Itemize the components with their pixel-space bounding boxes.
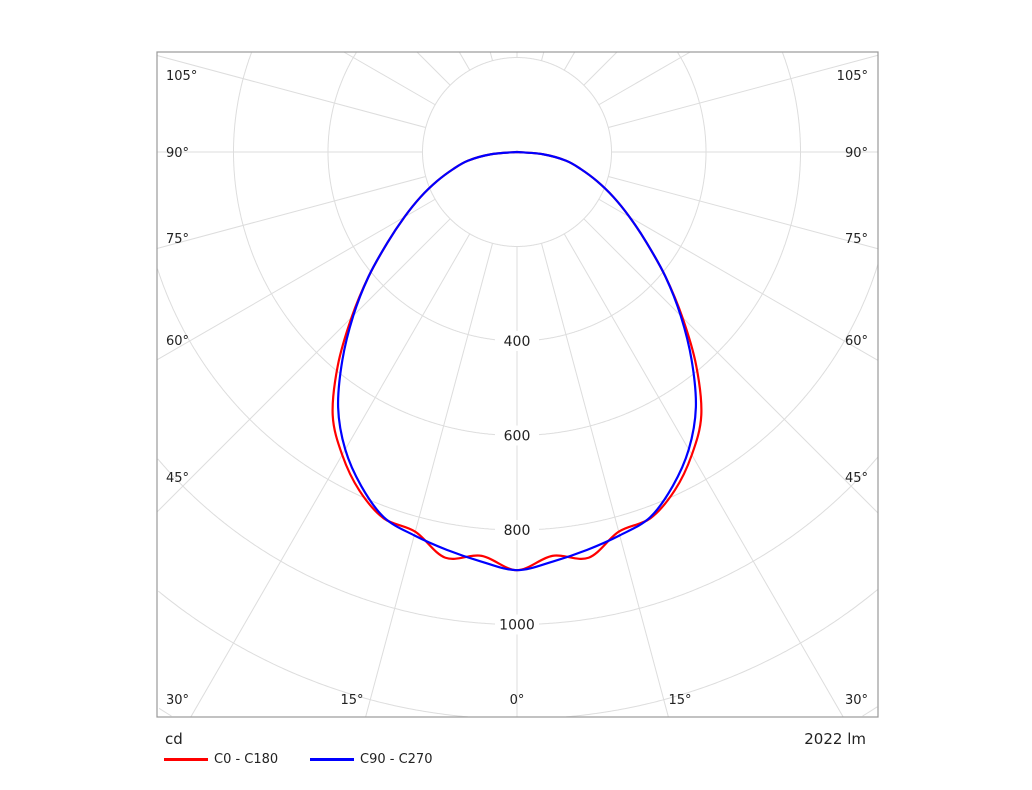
grid-ring — [566, 589, 879, 718]
tick-label-bg — [495, 614, 539, 635]
radial-tick-label: 800 — [504, 523, 531, 539]
grid-radial — [156, 218, 451, 513]
tick-label-bg — [495, 425, 539, 446]
legend-item-c0: C0 - C180 — [164, 752, 278, 767]
angle-label-right: 90° — [845, 146, 868, 161]
grid-ring — [158, 707, 172, 717]
grid-ring — [862, 706, 878, 717]
legend-label: C90 - C270 — [360, 752, 433, 767]
grid-ring — [233, 52, 517, 436]
grid-radial — [540, 243, 669, 718]
angle-label-left: 60° — [166, 334, 189, 349]
grid-radial — [365, 243, 494, 718]
grid-ring — [517, 52, 707, 342]
series-line-c90-c270 — [336, 150, 698, 572]
unit-label: cd — [165, 730, 183, 748]
angle-label-right: 60° — [845, 334, 868, 349]
grid-radial — [190, 233, 471, 718]
grid-ring — [517, 263, 879, 531]
tick-label-bg — [495, 520, 539, 540]
flux-label: 2022 lm — [804, 730, 866, 748]
legend-swatch-red — [164, 758, 208, 761]
grid-ring — [517, 456, 878, 625]
grid-radial — [563, 233, 844, 718]
grid-radial — [563, 51, 576, 71]
grid-radial — [489, 51, 494, 61]
angle-label-left: 45° — [166, 471, 189, 486]
radial-tick-label: 400 — [504, 334, 531, 350]
grid-radial — [458, 51, 471, 71]
grid-radial — [583, 218, 879, 514]
angle-label-right: 30° — [845, 693, 868, 708]
grid-ring — [157, 458, 517, 625]
grid-radial — [156, 175, 426, 249]
grid-radial — [608, 54, 879, 129]
grid-radial — [608, 175, 879, 250]
legend-label: C0 - C180 — [214, 752, 279, 767]
grid-radial — [416, 51, 451, 86]
angle-label-right: 75° — [845, 232, 868, 247]
grid-radial — [598, 51, 691, 106]
grid-ring — [157, 590, 468, 718]
grid-radial — [156, 198, 436, 361]
radial-tick-label: 600 — [504, 429, 531, 445]
angle-label-bottom: 15° — [668, 693, 691, 708]
angle-label-bottom: 15° — [340, 693, 363, 708]
grid-radial — [343, 51, 436, 106]
angle-label-left: 30° — [166, 693, 189, 708]
grid-ring — [327, 52, 517, 342]
angle-label-right: 45° — [845, 471, 868, 486]
plot-frame — [156, 51, 879, 718]
grid-radial — [598, 198, 879, 361]
grid-radial — [156, 55, 426, 129]
grid-ring — [517, 52, 801, 436]
angle-label-left: 90° — [166, 146, 189, 161]
angle-label-right: 105° — [837, 69, 868, 84]
tick-label-bg — [495, 331, 539, 351]
legend-item-c90: C90 - C270 — [310, 752, 432, 767]
angle-label-bottom: 0° — [510, 693, 525, 708]
legend-swatch-blue — [310, 758, 354, 761]
grid-radial — [583, 51, 618, 86]
angle-label-left: 105° — [166, 69, 197, 84]
angle-label-left: 75° — [166, 232, 189, 247]
grid-radial — [540, 51, 545, 61]
radial-tick-label: 1000 — [499, 618, 535, 634]
